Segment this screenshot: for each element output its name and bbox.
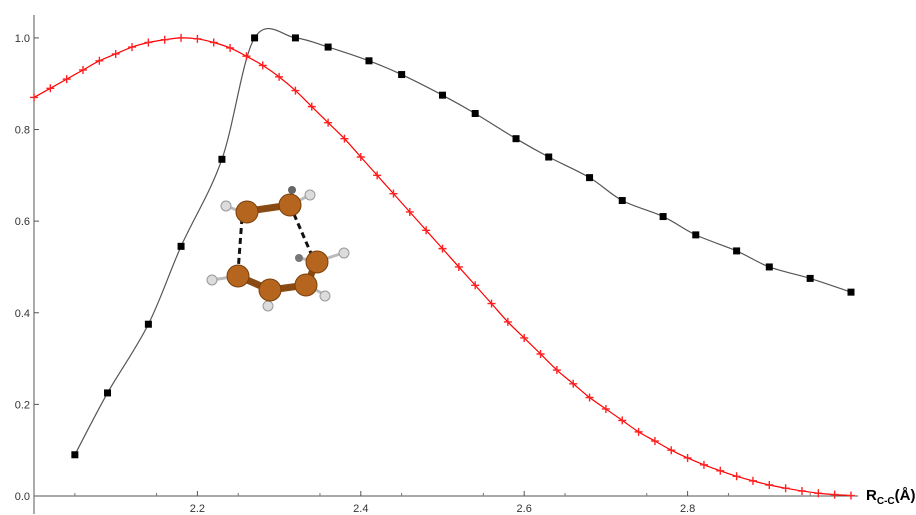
- data-point-plus: [536, 349, 545, 358]
- series-black: [71, 28, 855, 459]
- data-point-plus: [128, 43, 137, 52]
- data-point-plus: [520, 333, 529, 342]
- y-tick-label: 0.0: [15, 491, 30, 503]
- x-tick-label: 2.6: [517, 503, 532, 515]
- data-point-plus: [797, 486, 806, 495]
- data-point-plus: [732, 472, 741, 481]
- axes: 0.0 0.2 0.4 0.6 0.8 1.0 2.2 2.4 2.6 2.8: [15, 15, 858, 515]
- y-tick-label: 0.2: [15, 399, 30, 411]
- data-point-plus: [683, 453, 692, 462]
- series-line: [74, 28, 852, 456]
- data-point-square: [439, 91, 446, 99]
- data-point-square: [512, 135, 520, 143]
- data-point-plus: [748, 476, 757, 485]
- data-point-plus: [634, 427, 643, 436]
- data-point-plus: [405, 207, 414, 216]
- data-point-square: [324, 43, 332, 51]
- data-point-plus: [111, 49, 120, 58]
- data-point-plus: [601, 404, 610, 413]
- data-point-plus: [307, 102, 316, 111]
- data-point-plus: [324, 118, 333, 127]
- data-point-square: [251, 34, 259, 42]
- data-point-square: [365, 57, 373, 65]
- data-point-plus: [291, 86, 300, 95]
- data-point-plus: [618, 416, 627, 425]
- data-point-plus: [814, 489, 823, 498]
- data-point-square: [398, 71, 406, 79]
- data-point-plus: [667, 446, 676, 455]
- y-tick-label: 0.8: [15, 125, 30, 137]
- data-point-plus: [650, 437, 659, 446]
- data-point-square: [659, 213, 667, 221]
- data-point-square: [104, 389, 112, 397]
- data-point-square: [291, 34, 299, 42]
- data-point-plus: [503, 317, 512, 326]
- data-point-plus: [373, 171, 382, 180]
- x-tick-label: 2.8: [680, 503, 695, 515]
- data-point-square: [218, 155, 226, 163]
- data-point-plus: [847, 491, 855, 500]
- x-tick-label: 2.2: [190, 503, 205, 515]
- series-line: [33, 37, 852, 497]
- data-point-plus: [438, 244, 447, 253]
- data-point-plus: [552, 366, 561, 375]
- data-point-square: [586, 174, 594, 182]
- data-point-square: [177, 242, 185, 250]
- series-red: [30, 33, 855, 500]
- data-point-plus: [46, 84, 55, 93]
- data-point-plus: [30, 93, 38, 102]
- carbon-ring-molecule-icon: [206, 186, 350, 312]
- data-point-square: [545, 153, 553, 161]
- data-point-plus: [356, 153, 365, 162]
- data-point-plus: [275, 72, 284, 81]
- x-tick-label: 2.4: [353, 503, 368, 515]
- data-point-plus: [340, 134, 349, 143]
- x-axis-title: RC-C(Å): [866, 487, 915, 507]
- data-point-plus: [209, 38, 218, 47]
- data-point-square: [847, 288, 855, 296]
- data-point-plus: [242, 52, 251, 61]
- y-tick-label: 1.0: [15, 33, 30, 45]
- data-point-plus: [830, 490, 839, 499]
- data-point-plus: [160, 35, 169, 44]
- data-point-square: [733, 247, 741, 255]
- data-point-square: [71, 451, 79, 459]
- data-point-square: [471, 109, 479, 117]
- data-point-plus: [585, 393, 594, 402]
- data-point-plus: [487, 299, 496, 308]
- data-point-plus: [258, 61, 267, 70]
- data-point-plus: [454, 262, 463, 271]
- data-point-plus: [79, 65, 88, 74]
- data-point-plus: [422, 226, 431, 235]
- data-point-plus: [765, 481, 774, 490]
- data-point-plus: [389, 189, 398, 198]
- data-point-square: [618, 197, 626, 205]
- y-tick-label: 0.6: [15, 216, 30, 228]
- data-point-square: [144, 320, 152, 328]
- data-point-plus: [177, 33, 186, 42]
- data-point-square: [765, 263, 773, 271]
- y-tick-label: 0.4: [15, 308, 30, 320]
- data-point-plus: [471, 281, 480, 290]
- data-point-plus: [699, 460, 708, 469]
- data-point-plus: [193, 34, 202, 43]
- data-point-plus: [144, 38, 153, 47]
- data-point-plus: [95, 56, 104, 65]
- data-point-square: [806, 274, 814, 282]
- data-point-plus: [62, 75, 71, 84]
- data-point-plus: [716, 466, 725, 475]
- data-point-plus: [226, 43, 235, 52]
- data-point-plus: [569, 379, 578, 388]
- data-point-square: [692, 231, 700, 239]
- data-point-plus: [781, 484, 790, 493]
